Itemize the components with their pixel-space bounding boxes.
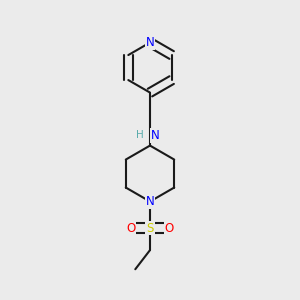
Text: N: N — [151, 129, 160, 142]
Text: N: N — [146, 195, 154, 208]
Text: O: O — [126, 221, 136, 235]
Text: H: H — [136, 130, 144, 140]
Text: S: S — [146, 221, 154, 235]
Text: O: O — [164, 221, 174, 235]
Text: N: N — [146, 36, 154, 49]
